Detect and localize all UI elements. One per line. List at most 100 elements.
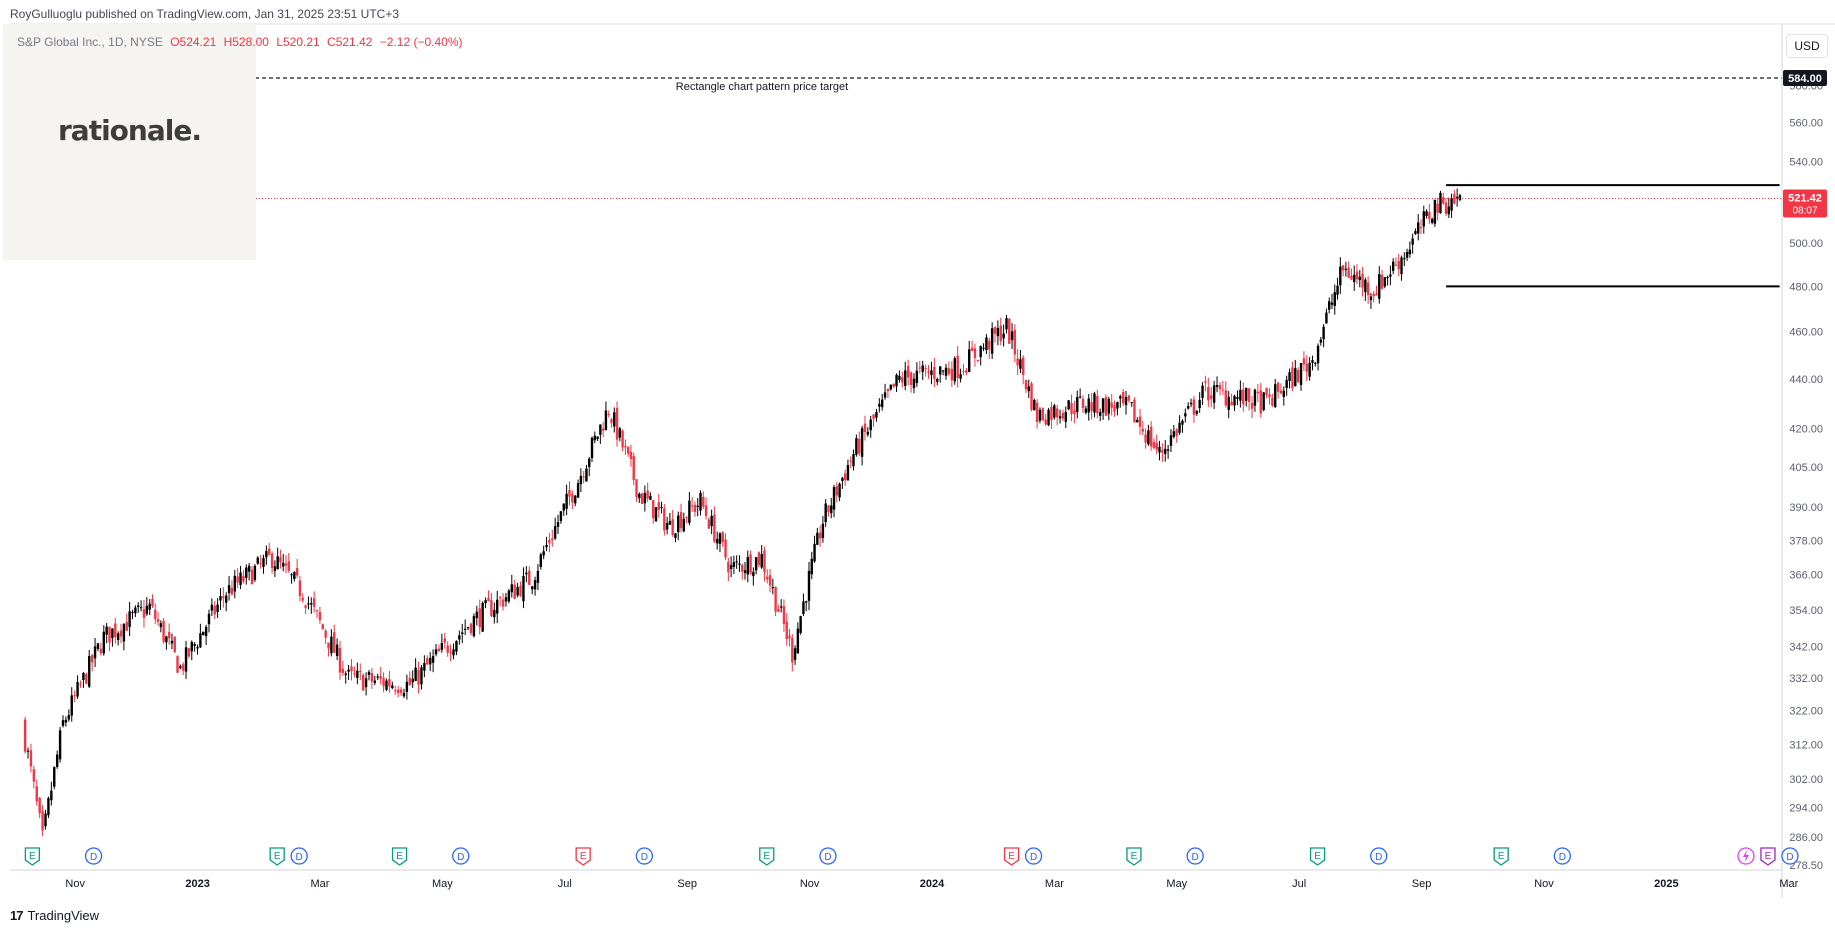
candle-body [528,570,531,585]
candle-body [1430,218,1434,223]
earnings-icon-letter: E [29,851,36,862]
candle-body [253,565,257,580]
candle-body [1253,389,1257,406]
candle-body [1050,406,1053,420]
candle-body [282,562,285,567]
candle-body [1361,273,1364,288]
candle-body [536,570,540,583]
candle-body [1444,202,1448,214]
currency-button[interactable]: USD [1786,34,1828,58]
candle-body [1204,381,1207,383]
candle-body [434,649,438,655]
candle-body [802,601,805,615]
candle-body [61,720,65,726]
candle-body [1116,402,1119,409]
time-tick-label: Jul [558,878,572,890]
time-tick-label: Nov [1534,878,1554,890]
candle-body [230,587,234,595]
candle-body [455,640,458,652]
dividend-icon-letter: D [90,852,97,863]
candle-body [461,632,464,635]
candle-body [516,587,519,596]
dividend-icon-circle [819,847,837,865]
price-tag-label: 584.00 [1788,73,1822,85]
candle-body [1400,257,1403,275]
candle-body [1327,301,1331,310]
candle-body [559,511,563,521]
candle-body [721,532,724,543]
candle-body [588,458,591,467]
candle-body [889,384,892,390]
dividend-icon: D [452,847,470,865]
candle-body [1344,268,1348,270]
candle-body [956,355,959,379]
candle-body [624,445,627,448]
candle-body [1192,399,1196,415]
candle-body [749,554,752,574]
drawings: Rectangle chart pattern price target [10,77,1782,288]
candle-body [1104,397,1108,416]
candle-body [519,585,522,597]
price-tick-label: 312.00 [1789,739,1823,751]
candle-body [796,628,800,654]
candle-body [813,543,816,562]
earnings-icon: E [1003,847,1020,866]
candle-body [353,673,356,675]
candle-body [29,750,33,767]
candle-body [184,647,188,672]
candle-body [47,798,50,816]
candle-body [162,620,165,642]
candle-body [1184,413,1187,417]
candle-body [743,570,747,573]
symbol-name[interactable]: S&P Global Inc., 1D, NYSE [17,35,163,49]
candle-body [774,586,777,612]
candle-body [895,374,898,387]
candle-body [167,632,171,639]
candle-body [222,596,225,599]
candle-body [996,327,1000,337]
candle-body [1070,403,1073,414]
candle-body [849,460,852,462]
earnings-icon-letter: E [274,851,281,862]
candle-body [1002,333,1005,339]
price-tick-label: 500.00 [1789,238,1823,250]
candle-body [356,670,359,678]
candle-body [330,636,333,654]
dividend-icon-circle [290,847,308,865]
candle-body [411,678,414,683]
footer-brand[interactable]: 17 TradingView [10,908,99,923]
dividend-icon-letter: D [296,852,303,863]
candle-body [1178,422,1181,433]
candle-body [327,642,330,649]
candle-body [262,557,265,567]
candle-body [295,568,299,576]
candle-body [548,539,551,544]
candle-body [431,656,435,663]
candle-body [1013,329,1017,355]
candle-body [379,676,382,679]
candle-body [1455,196,1459,199]
earnings-icon-shape [759,847,775,866]
time-tick-label: May [432,878,453,890]
candle-body [576,483,580,498]
symbol-legend[interactable]: S&P Global Inc., 1D, NYSE O524.21 H528.0… [17,35,467,49]
candle-body [173,636,176,652]
earnings-icon-shape [575,847,591,866]
candle-body [496,599,499,614]
candle-body [119,630,123,637]
candle-body [965,370,968,373]
candle-body [649,495,652,500]
dividend-icon-circle [1024,847,1043,865]
candle-body [1422,211,1425,227]
candle-body [202,631,205,636]
candle-body [699,492,702,511]
candle-body [1130,402,1133,404]
candle-body [315,610,319,612]
watermark-logo-box: rationale. [3,24,256,260]
candle-body [58,730,62,760]
price-tick-label: 560.00 [1789,118,1823,130]
candle-body [1121,391,1125,404]
candle-body [213,605,216,615]
